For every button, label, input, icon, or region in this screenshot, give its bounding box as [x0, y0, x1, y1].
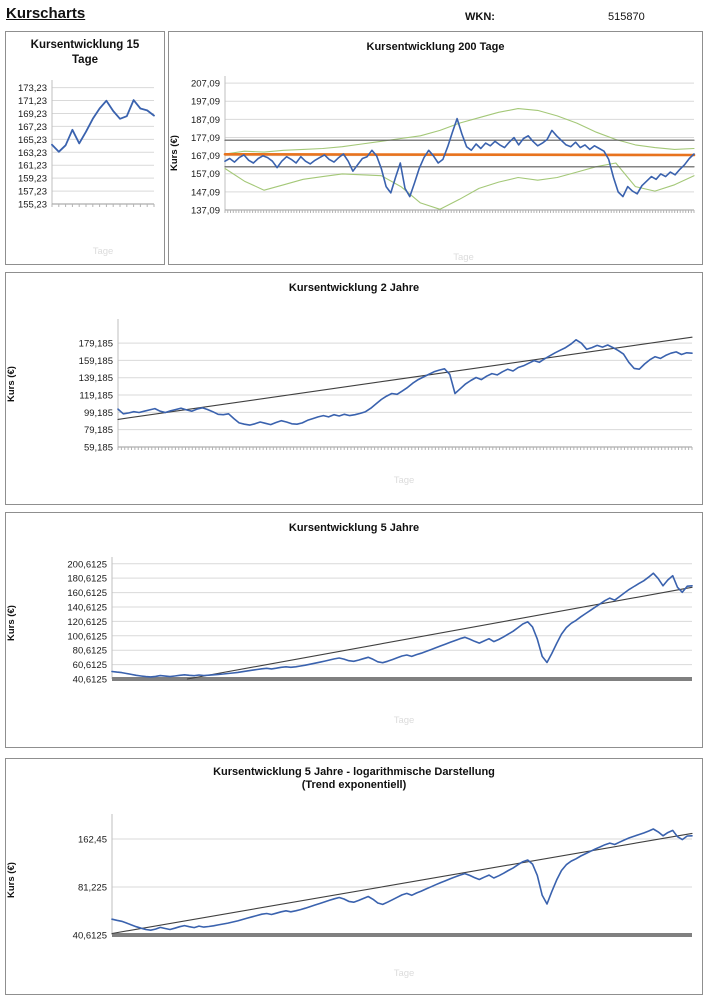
y-tick-label: 169,23 [18, 109, 47, 120]
y-tick-label: 171,23 [18, 96, 47, 107]
y-tick-label: 99,185 [84, 408, 113, 419]
x-axis-label: Tage [453, 252, 474, 264]
chart-title: Kursentwicklung 5 Jahre - logarithmische… [213, 766, 495, 778]
y-tick-label: 187,09 [191, 115, 220, 126]
line-chart-5-jahre-log: 162,45 81,225 40,6125 [73, 814, 693, 942]
trendlinie [186, 587, 693, 680]
y-tick-label: 165,23 [18, 135, 47, 146]
y-tick-label: 157,09 [191, 170, 220, 181]
trendlinie [117, 336, 693, 421]
page-title: Kurscharts [6, 5, 86, 22]
y-tick-label: 140,6125 [67, 603, 107, 614]
y-tick-label: 100,6125 [67, 632, 107, 643]
unteres-band [224, 162, 695, 211]
y-tick-label: 137,09 [191, 206, 220, 217]
panel-15-tage: Kursentwicklung 15 Tage 173,23 171,23 169,… [5, 31, 165, 265]
line-chart-2-jahre: 179,185 159,185 139,185 119,185 99,185 79,185… [79, 319, 693, 454]
gleitender-durchschnitt [223, 153, 696, 157]
y-tick-label: 177,09 [191, 133, 220, 144]
kurs-linie [111, 828, 693, 932]
x-axis-label: Tage [393, 968, 415, 980]
y-tick-label: 40,6125 [73, 931, 107, 942]
wkn-label: WKN: [465, 11, 495, 23]
chart-title: Kursentwicklung 2 Jahre [288, 282, 420, 294]
y-tick-label: 59,185 [84, 443, 113, 454]
y-tick-label: 207,09 [191, 79, 220, 90]
y-tick-label: 197,09 [191, 97, 220, 108]
y-axis-label: Kurs (€) [6, 862, 17, 899]
y-tick-label: 40,6125 [73, 675, 107, 686]
y-tick-label: 159,185 [79, 356, 113, 367]
y-tick-label: 200,6125 [67, 560, 107, 571]
trendlinie-exponentiell [111, 833, 693, 935]
y-tick-label: 60,6125 [73, 660, 107, 671]
y-tick-label: 167,23 [18, 122, 47, 133]
line-chart-15-tage: 173,23 171,23 169,23 167,23 165,23 163,23 161,… [18, 79, 155, 210]
y-tick-label: 180,6125 [67, 574, 107, 585]
oberes-band [224, 108, 695, 155]
y-tick-label: 160,6125 [67, 588, 107, 599]
kurs-linie [111, 572, 693, 678]
y-tick-label: 79,185 [84, 425, 113, 436]
y-tick-label: 147,09 [191, 188, 220, 199]
y-tick-label: 139,185 [79, 374, 113, 385]
panel-5-jahre: Kursentwicklung 5 Jahre Kurs (€) 200,612… [5, 512, 703, 748]
chart-title: Kursentwicklung 5 Jahre [288, 522, 420, 534]
line-chart-5-jahre: 200,6125 180,6125 160,6125 140,6125 120,6125… [67, 557, 693, 686]
kurs-linie [51, 99, 155, 153]
y-tick-label: 80,6125 [73, 646, 107, 657]
y-tick-label: 81,225 [78, 883, 107, 894]
x-axis-label: Tage [393, 475, 415, 487]
y-axis-label: Kurs (€) [169, 135, 180, 172]
panel-200-tage: Kursentwicklung 200 Tage Kurs (€) 207,09… [168, 31, 703, 265]
y-tick-label: 120,6125 [67, 617, 107, 628]
y-tick-label: 159,23 [18, 174, 47, 185]
chart-title: Kursentwicklung 200 Tage [366, 41, 505, 53]
y-tick-label: 162,45 [78, 835, 107, 846]
kurs-linie [224, 118, 695, 198]
y-tick-label: 167,09 [191, 151, 220, 162]
wkn-value: 515870 [608, 11, 645, 23]
y-tick-label: 163,23 [18, 148, 47, 159]
y-tick-label: 161,23 [18, 161, 47, 172]
y-tick-label: 179,185 [79, 339, 113, 350]
chart-subtitle: (Trend exponentiell) [301, 779, 407, 792]
y-axis-label: Kurs (€) [6, 605, 17, 642]
panel-5-jahre-log: Kursentwicklung 5 Jahre - logarithmische… [5, 758, 703, 995]
y-axis-label: Kurs (€) [6, 366, 17, 403]
line-chart-200-tage: 207,09 197,09 187,09 177,09 167,09 157,09 147,… [191, 76, 696, 217]
x-axis-label: Tage [393, 715, 415, 727]
kurs-linie [117, 339, 693, 427]
y-tick-label: 157,23 [18, 186, 47, 197]
chart-title: Kursentwicklung 15 Tage [30, 39, 140, 66]
x-axis-label: Tage [92, 245, 114, 257]
y-tick-label: 173,23 [18, 83, 47, 94]
y-tick-label: 155,23 [18, 199, 47, 210]
panel-2-jahre: Kursentwicklung 2 Jahre Kurs (€) 179,185… [5, 272, 703, 505]
y-tick-label: 119,185 [79, 391, 113, 402]
